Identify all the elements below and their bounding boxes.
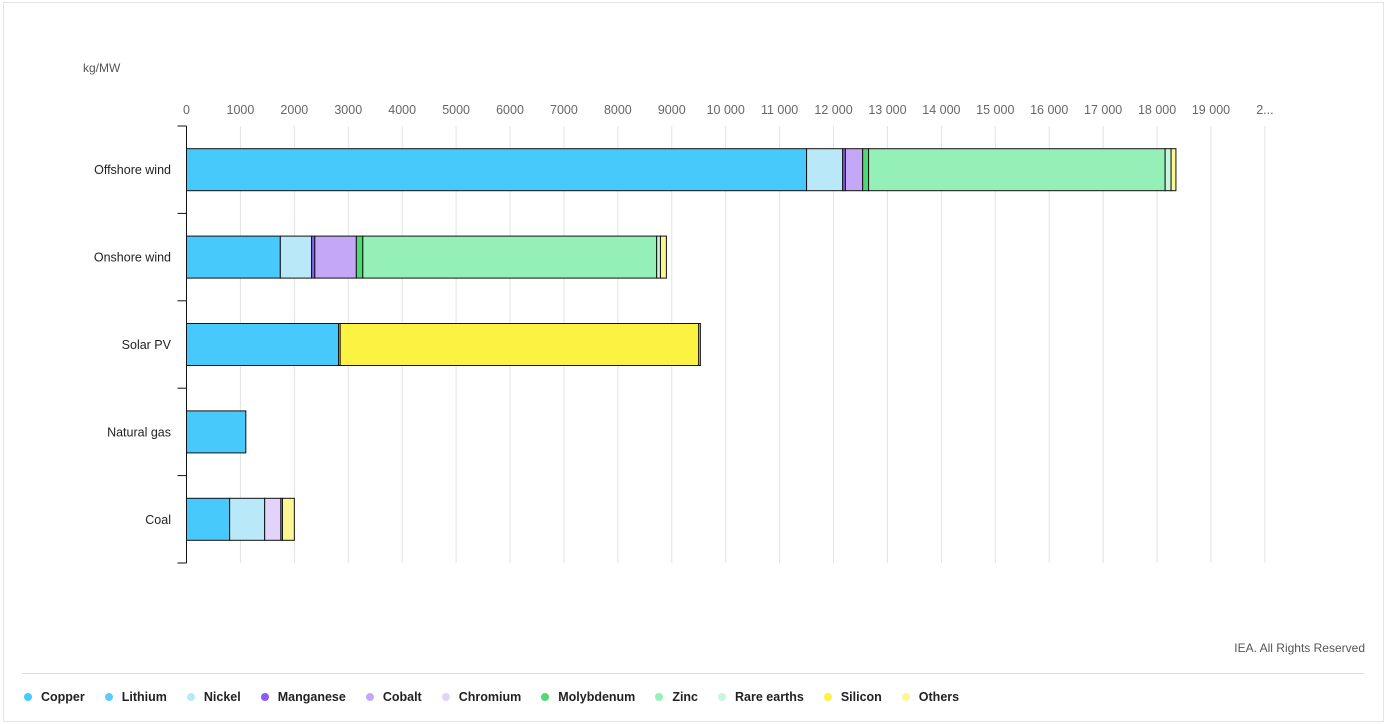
bar-segment-copper[interactable]: [186, 323, 340, 366]
legend: Copper Lithium Nickel Manganese Cobalt Chromi…: [24, 690, 979, 704]
legend-label: Molybdenum: [558, 690, 636, 704]
legend-dot-icon: [24, 693, 32, 701]
legend-divider: [22, 673, 1364, 674]
legend-item-lithium[interactable]: Lithium: [104, 690, 167, 704]
bar-segment-copper[interactable]: [186, 148, 808, 192]
legend-dot-icon: [365, 693, 374, 701]
bar-segment-nickel[interactable]: [806, 148, 844, 192]
legend-label: Nickel: [203, 690, 241, 704]
bar-segment-others[interactable]: [281, 497, 295, 541]
legend-dot-icon: [541, 693, 550, 701]
bar-segment-rare-earths[interactable]: [1164, 148, 1172, 192]
x-tick-label: 14 000: [922, 103, 960, 117]
bar-segment-copper[interactable]: [186, 410, 247, 454]
bar-segment-silicon[interactable]: [339, 323, 700, 366]
legend-item-copper[interactable]: Copper: [24, 690, 85, 704]
legend-dot-icon: [104, 693, 113, 701]
bar-segment-copper[interactable]: [186, 497, 231, 541]
bar-segment-molybdenum[interactable]: [862, 148, 870, 192]
bar-segment-cobalt[interactable]: [844, 148, 864, 192]
bar-segment-nickel[interactable]: [229, 497, 266, 541]
x-tick-label: 3000: [334, 103, 362, 117]
legend-label: Manganese: [277, 690, 346, 704]
legend-dot-icon: [441, 693, 450, 701]
x-tick-label: 19 000: [1192, 103, 1230, 117]
legend-item-molybdenum[interactable]: Molybdenum: [541, 690, 635, 704]
x-tick-label: 9000: [658, 103, 686, 117]
x-tick-label: 16 000: [1030, 103, 1068, 117]
x-tick-label: 4000: [388, 103, 416, 117]
legend-dot-icon: [186, 693, 195, 701]
legend-item-cobalt[interactable]: Cobalt: [365, 690, 422, 704]
x-tick-label: 15 000: [976, 103, 1014, 117]
chart-frame: [3, 2, 1384, 722]
legend-item-chromium[interactable]: Chromium: [441, 690, 522, 704]
x-tick-label: 7000: [550, 103, 578, 117]
x-tick-label: 2...: [1256, 103, 1273, 117]
legend-label: Copper: [41, 690, 85, 704]
legend-item-manganese[interactable]: Manganese: [260, 690, 346, 704]
legend-item-rare-earths[interactable]: Rare earths: [718, 690, 804, 704]
legend-dot-icon: [260, 693, 269, 701]
x-tick-label: 13 000: [868, 103, 906, 117]
stacked-bar-chart: 0 1000 2000 3000 4000 5000 6000 7000 8000 9000 10 …: [94, 103, 1274, 564]
category-label: Natural gas: [107, 425, 171, 439]
bar-segment-chromium[interactable]: [264, 497, 282, 541]
bars-layer: [186, 148, 1177, 541]
y-axis-unit-label: kg/MW: [83, 61, 121, 75]
legend-label: Others: [918, 690, 960, 704]
y-axis: Offshore wind Onshore wind Solar PV Natural…: [94, 125, 187, 564]
x-tick-label: 12 000: [814, 103, 852, 117]
credit-text: IEA. All Rights Reserved: [1234, 641, 1365, 655]
bar-segment-cobalt[interactable]: [314, 235, 357, 279]
bar-segment-zinc[interactable]: [362, 235, 658, 279]
legend-item-zinc[interactable]: Zinc: [655, 690, 698, 704]
legend-dot-icon: [823, 693, 832, 701]
bar-segment-others[interactable]: [698, 323, 701, 366]
legend-dot-icon: [718, 693, 727, 701]
bar-segment-others[interactable]: [1170, 148, 1177, 192]
bar-segment-zinc[interactable]: [868, 148, 1166, 192]
category-label: Offshore wind: [94, 163, 171, 177]
x-tick-label: 11 000: [761, 103, 798, 117]
x-tick-label: 5000: [442, 103, 470, 117]
x-tick-label: 17 000: [1084, 103, 1122, 117]
bar-segment-copper[interactable]: [186, 235, 281, 279]
x-tick-label: 6000: [496, 103, 524, 117]
category-label: Onshore wind: [94, 251, 171, 265]
category-label: Coal: [145, 513, 171, 527]
legend-item-nickel[interactable]: Nickel: [186, 690, 241, 704]
x-tick-label: 18 000: [1138, 103, 1176, 117]
bar-segment-molybdenum[interactable]: [355, 235, 364, 279]
x-tick-label: 1000: [227, 103, 255, 117]
bar-segment-rare-earths[interactable]: [656, 235, 661, 279]
bar-segment-others[interactable]: [659, 235, 667, 279]
legend-item-silicon[interactable]: Silicon: [823, 690, 882, 704]
x-tick-label: 2000: [280, 103, 308, 117]
legend-item-others[interactable]: Others: [901, 690, 960, 704]
bar-segment-nickel[interactable]: [279, 235, 313, 279]
x-tick-label: 8000: [604, 103, 632, 117]
legend-label: Silicon: [840, 690, 882, 704]
legend-dot-icon: [901, 693, 910, 701]
legend-dot-icon: [655, 693, 664, 701]
legend-label: Lithium: [121, 690, 167, 704]
legend-label: Cobalt: [382, 690, 422, 704]
x-tick-label: 10 000: [707, 103, 745, 117]
x-tick-labels: 0 1000 2000 3000 4000 5000 6000 7000 8000 9000 10 …: [183, 103, 1274, 117]
category-label: Solar PV: [122, 338, 172, 352]
legend-label: Zinc: [672, 690, 699, 704]
legend-label: Rare earths: [735, 690, 804, 704]
grid-layer: [239, 126, 1266, 563]
legend-label: Chromium: [458, 690, 522, 704]
x-tick-label: 0: [183, 103, 190, 117]
